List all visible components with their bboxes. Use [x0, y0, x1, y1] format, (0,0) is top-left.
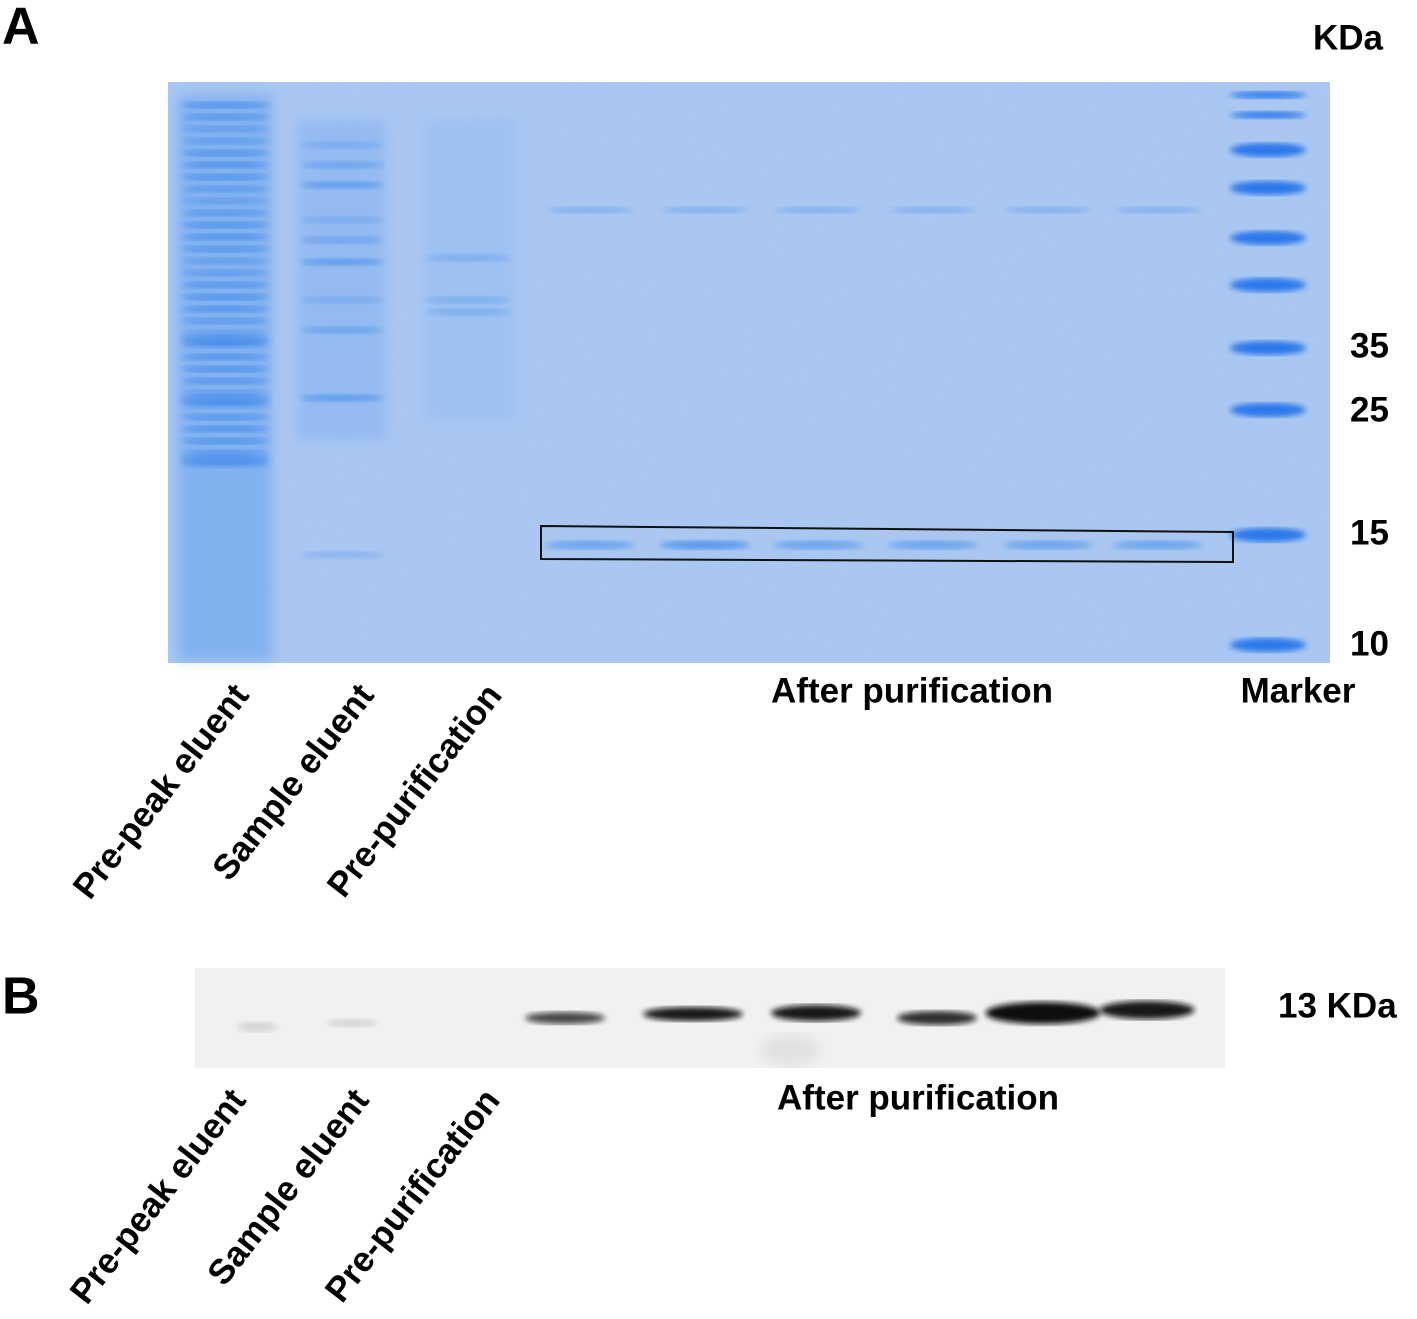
- band-size-label: 13 KDa: [1278, 986, 1397, 1025]
- gel-band: [660, 540, 750, 550]
- western-blot: [195, 968, 1225, 1068]
- gel-band: [180, 335, 270, 345]
- gel-band: [181, 330, 269, 336]
- gel-band: [181, 114, 269, 120]
- blot-band: [327, 1019, 377, 1027]
- gel-band: [425, 308, 511, 316]
- gel-band: [181, 390, 269, 396]
- gel-band: [180, 395, 270, 405]
- unit-label: KDa: [1313, 18, 1384, 57]
- marker-label: Marker: [1241, 671, 1356, 710]
- blot-band: [643, 1007, 743, 1021]
- marker-size: 35: [1350, 326, 1389, 365]
- gel-band: [545, 540, 635, 550]
- gel-band: [181, 318, 269, 324]
- gel-band: [300, 394, 384, 402]
- gel-band: [181, 102, 269, 108]
- gel-band: [181, 186, 269, 192]
- lane-smear: [425, 120, 515, 420]
- gel-band: [1003, 540, 1093, 550]
- gel-band: [181, 354, 269, 360]
- gel-band: [181, 150, 269, 156]
- gel-band: [300, 326, 384, 334]
- gel-band: [662, 207, 748, 213]
- gel-band: [773, 540, 863, 550]
- gel-band: [181, 450, 269, 456]
- gel-band: [1230, 111, 1306, 119]
- blot-band: [237, 1022, 277, 1032]
- gel-band: [1230, 528, 1306, 542]
- gel-band: [300, 141, 384, 149]
- gel-band: [181, 282, 269, 288]
- gel-band: [425, 296, 511, 304]
- gel-band: [300, 161, 384, 169]
- gel-band: [888, 540, 978, 550]
- gel-band: [775, 207, 861, 213]
- gel-band: [1230, 341, 1306, 355]
- group-label: After purification: [771, 671, 1053, 710]
- lane-smear: [298, 120, 386, 440]
- gel-band: [181, 258, 269, 264]
- gel-band: [181, 378, 269, 384]
- gel-band: [1230, 278, 1306, 292]
- gel-band: [181, 306, 269, 312]
- gel-band: [300, 296, 384, 304]
- gel-band: [181, 234, 269, 240]
- gel-band: [1113, 540, 1203, 550]
- gel-band: [181, 210, 269, 216]
- gel-band: [181, 126, 269, 132]
- gel-band: [300, 236, 384, 244]
- gel-band: [1005, 207, 1091, 213]
- gel-band: [181, 246, 269, 252]
- marker-size: 10: [1350, 624, 1389, 663]
- gel-band: [1230, 143, 1306, 157]
- blot-band: [1099, 1001, 1195, 1019]
- gel-band: [181, 270, 269, 276]
- group-label: After purification: [777, 1078, 1059, 1117]
- sds-page-gel: [168, 82, 1330, 663]
- blot-band: [525, 1012, 605, 1024]
- gel-band: [1115, 207, 1201, 213]
- blot-band: [771, 1005, 861, 1021]
- gel-band: [181, 414, 269, 420]
- gel-band: [890, 207, 976, 213]
- gel-band: [300, 258, 384, 266]
- gel-band: [300, 551, 384, 559]
- gel-band: [181, 174, 269, 180]
- blot-band: [985, 1002, 1101, 1024]
- gel-band: [181, 438, 269, 444]
- gel-band: [547, 207, 633, 213]
- gel-band: [1230, 638, 1306, 652]
- blot-band: [897, 1011, 977, 1025]
- panel-label: B: [2, 968, 40, 1026]
- gel-band: [1230, 181, 1306, 195]
- gel-band: [1230, 403, 1306, 417]
- gel-band: [181, 426, 269, 432]
- gel-band: [300, 181, 384, 189]
- gel-band: [181, 222, 269, 228]
- gel-band: [181, 294, 269, 300]
- gel-band: [180, 455, 270, 465]
- gel-band: [181, 198, 269, 204]
- gel-band: [181, 138, 269, 144]
- gel-band: [300, 216, 384, 224]
- marker-size: 25: [1350, 390, 1389, 429]
- highlight-box: [540, 524, 1234, 564]
- gel-band: [1230, 231, 1306, 245]
- gel-band: [181, 162, 269, 168]
- gel-band: [425, 254, 511, 262]
- marker-size: 15: [1350, 513, 1389, 552]
- gel-band: [181, 366, 269, 372]
- gel-band: [1230, 91, 1306, 99]
- blot-smudge: [760, 1035, 820, 1065]
- panel-label: A: [2, 0, 40, 56]
